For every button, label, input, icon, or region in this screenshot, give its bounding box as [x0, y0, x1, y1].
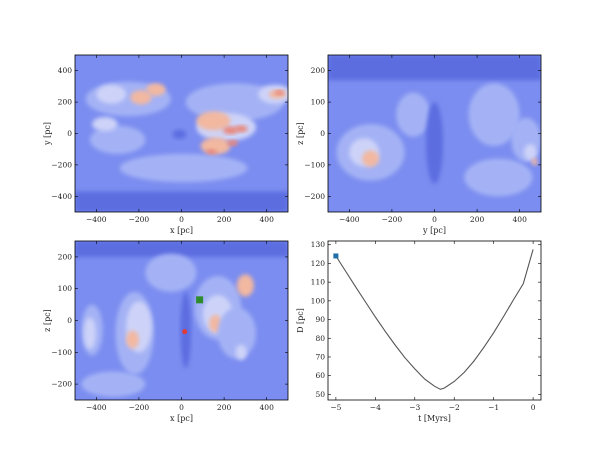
density-contour — [531, 157, 538, 166]
density-band — [75, 191, 288, 212]
y-tick-label: 110 — [311, 278, 326, 287]
density-contour — [468, 83, 520, 147]
y-tick-label: 200 — [58, 252, 73, 261]
density-contour — [523, 144, 537, 161]
axes-frame — [327, 240, 542, 401]
y-tick-label: −100 — [304, 160, 325, 169]
x-tick-label: 400 — [260, 403, 275, 412]
marker-square — [196, 296, 204, 304]
y-tick-label: 0 — [320, 129, 325, 138]
y-tick-label: 90 — [315, 315, 325, 324]
density-contour — [396, 92, 431, 137]
x-tick-label: 0 — [179, 215, 184, 224]
y-tick-label: 120 — [311, 259, 326, 268]
y-tick-label: 0 — [67, 316, 72, 325]
density-contour — [223, 126, 238, 135]
x-tick-label: −2 — [449, 403, 460, 412]
density-contour — [205, 149, 217, 156]
y-tick-label: 50 — [315, 390, 325, 399]
density-contour — [146, 83, 166, 96]
x-tick-label: −5 — [330, 403, 341, 412]
density-map — [75, 55, 288, 212]
x-tick-label: 200 — [217, 215, 232, 224]
x-axis-label: x [pc] — [170, 226, 193, 235]
panel-xz: −400 −200 0 200 400 200 100 0 −100 −200 x [pc] z [p… — [43, 240, 289, 423]
y-axis-label: z [pc] — [296, 122, 305, 145]
density-contour — [96, 84, 127, 104]
x-tick-label: −400 — [339, 215, 360, 224]
x-tick-label: −400 — [86, 403, 107, 412]
x-tick-label: −4 — [370, 403, 381, 412]
y-tick-label: 60 — [315, 371, 325, 380]
x-tick-label: 400 — [260, 215, 275, 224]
x-tick-label: 0 — [432, 215, 437, 224]
density-contour — [236, 274, 254, 297]
density-contour — [81, 371, 146, 397]
x-axis-label: y [pc] — [422, 226, 446, 235]
density-band — [75, 241, 288, 257]
x-tick-label: −1 — [488, 403, 499, 412]
y-tick-label: 80 — [315, 334, 325, 343]
x-axis-label: x [pc] — [170, 414, 193, 423]
panel-xy: −400 −200 0 200 400 400 200 0 −200 −400 x [pc] y [p… — [43, 54, 289, 235]
density-contour — [145, 253, 197, 292]
y-tick-label: −400 — [51, 192, 72, 201]
marker-square — [333, 253, 339, 259]
x-axis-label: t [Myrs] — [418, 414, 451, 423]
density-contour — [227, 139, 239, 147]
density-contour — [274, 90, 285, 96]
y-tick-label: 0 — [67, 129, 72, 138]
x-tick-label: −200 — [382, 215, 403, 224]
y-tick-label: 200 — [58, 98, 73, 107]
x-tick-label: −400 — [86, 215, 107, 224]
density-contour — [425, 102, 444, 184]
density-contour — [235, 344, 247, 360]
density-contour — [126, 330, 139, 349]
marker-circle — [182, 329, 188, 335]
x-tick-label: −200 — [129, 403, 150, 412]
density-contour — [83, 317, 96, 350]
y-tick-label: 70 — [315, 352, 325, 361]
density-contour — [92, 117, 118, 132]
x-tick-label: 0 — [531, 403, 536, 412]
x-tick-label: 200 — [217, 403, 232, 412]
density-contour — [130, 90, 152, 105]
panel-yz: −400 −200 0 200 400 200 100 0 −100 −200 y [pc] z [p… — [296, 54, 542, 235]
y-axis-label: D [pc] — [296, 308, 305, 333]
density-contour — [464, 158, 533, 197]
y-tick-label: −200 — [51, 160, 72, 169]
x-tick-label: 200 — [470, 215, 485, 224]
x-tick-label: 400 — [513, 215, 528, 224]
density-contour — [217, 307, 257, 359]
density-contour — [89, 125, 146, 154]
y-tick-label: 130 — [311, 240, 326, 249]
density-band — [328, 55, 541, 81]
y-tick-label: 200 — [311, 66, 326, 75]
x-tick-label: −200 — [129, 215, 150, 224]
y-tick-label: 100 — [311, 296, 326, 305]
y-axis-label: z [pc] — [43, 309, 52, 332]
y-tick-label: 400 — [58, 66, 73, 75]
distance-curve — [335, 249, 534, 390]
x-tick-label: −3 — [409, 403, 420, 412]
y-tick-label: 100 — [58, 284, 73, 293]
density-contour — [172, 129, 187, 139]
y-axis-label: y [pc] — [43, 122, 52, 146]
y-tick-label: 100 — [311, 98, 326, 107]
y-tick-label: −100 — [51, 348, 72, 357]
x-tick-label: 0 — [179, 403, 184, 412]
density-map — [328, 55, 541, 212]
y-tick-label: −200 — [304, 192, 325, 201]
panel-distance-time: −5 −4 −3 −2 −1 0 50 60 70 80 90 100 110 120 130 t [Myrs… — [296, 240, 542, 423]
density-contour — [196, 111, 231, 131]
density-contour — [119, 153, 248, 183]
density-contour — [234, 125, 248, 133]
y-tick-label: −200 — [51, 380, 72, 389]
density-map — [75, 241, 288, 400]
density-contour — [362, 150, 380, 167]
